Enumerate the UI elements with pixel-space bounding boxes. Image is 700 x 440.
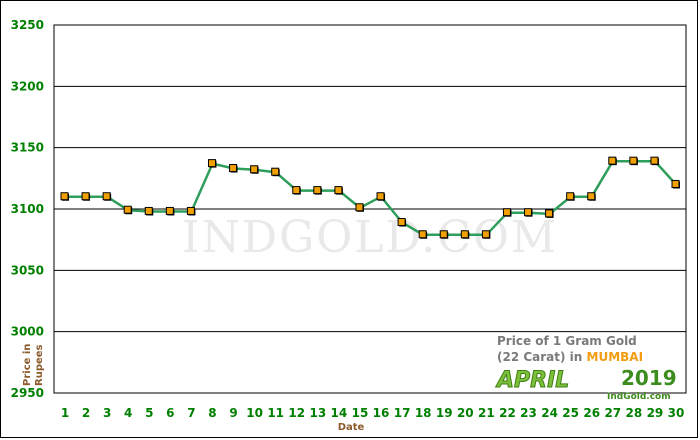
y-tick-label-3100: 3100 [11, 202, 44, 216]
data-point-29 [650, 156, 659, 165]
x-tick-label-2: 2 [82, 406, 90, 420]
data-point-18 [418, 230, 427, 239]
data-point-22 [502, 208, 511, 217]
caption-site: IndGold.com [607, 392, 671, 402]
data-point-16 [376, 192, 385, 201]
y-axis-label-line1: Price in [22, 344, 33, 386]
y-tick-label-3000: 3000 [11, 325, 44, 339]
data-point-7 [186, 206, 195, 215]
x-tick-label-12: 12 [288, 406, 305, 420]
x-tick-label-24: 24 [541, 406, 558, 420]
chart-caption: Price of 1 Gram Gold (22 Carat) in MUMBA… [495, 334, 677, 402]
x-tick-label-4: 4 [124, 406, 132, 420]
plot-border [53, 24, 687, 394]
x-tick-label-20: 20 [457, 406, 474, 420]
data-point-14 [334, 186, 343, 195]
y-axis-label-part2: Rupees [34, 344, 45, 386]
data-point-3 [102, 192, 111, 201]
x-tick-label-1: 1 [61, 406, 69, 420]
data-point-1 [60, 192, 69, 201]
caption-city: MUMBAI [587, 350, 644, 364]
data-point-17 [397, 217, 406, 226]
data-point-13 [313, 186, 322, 195]
y-tick-label-3200: 3200 [11, 79, 44, 93]
data-point-23 [524, 208, 533, 217]
data-point-19 [439, 230, 448, 239]
data-point-20 [460, 230, 469, 239]
x-tick-label-7: 7 [187, 406, 195, 420]
data-point-28 [629, 156, 638, 165]
data-point-5 [144, 206, 153, 215]
x-tick-label-6: 6 [166, 406, 174, 420]
data-point-30 [671, 179, 680, 188]
x-tick-label-9: 9 [229, 406, 237, 420]
y-tick-label-3150: 3150 [11, 141, 44, 155]
x-tick-label-15: 15 [352, 406, 369, 420]
data-point-8 [207, 159, 216, 168]
data-point-15 [355, 203, 364, 212]
x-tick-label-25: 25 [562, 406, 579, 420]
watermark: INDGOLD.COM [182, 212, 558, 263]
data-point-26 [587, 192, 596, 201]
data-point-12 [292, 186, 301, 195]
x-tick-label-11: 11 [267, 406, 284, 420]
x-tick-label-28: 28 [626, 406, 643, 420]
x-tick-label-29: 29 [647, 406, 664, 420]
y-axis-ticks: 2950 3000 3050 3100 3150 3200 3250 [11, 18, 44, 400]
data-point-4 [123, 205, 132, 214]
x-tick-label-5: 5 [145, 406, 153, 420]
data-point-10 [250, 165, 259, 174]
x-tick-label-30: 30 [668, 406, 685, 420]
data-point-11 [271, 167, 280, 176]
x-tick-label-21: 21 [478, 406, 495, 420]
x-tick-label-19: 19 [436, 406, 453, 420]
plot-area-border [53, 24, 687, 394]
caption-month: APRIL [495, 368, 569, 393]
price-markers [60, 156, 680, 239]
x-tick-label-18: 18 [415, 406, 432, 420]
x-tick-label-27: 27 [604, 406, 621, 420]
x-tick-label-23: 23 [520, 406, 537, 420]
x-tick-label-13: 13 [309, 406, 326, 420]
y-tick-label-3050: 3050 [11, 263, 44, 277]
x-tick-label-3: 3 [103, 406, 111, 420]
x-tick-label-8: 8 [208, 406, 216, 420]
x-tick-label-26: 26 [583, 406, 600, 420]
y-axis-label-line2: Rupees [34, 344, 45, 386]
x-tick-label-14: 14 [331, 406, 348, 420]
data-point-9 [229, 164, 238, 173]
data-point-21 [481, 230, 490, 239]
grid-lines [54, 85, 686, 333]
caption-line1: Price of 1 Gram Gold [497, 334, 637, 348]
data-point-27 [608, 156, 617, 165]
data-point-6 [165, 206, 174, 215]
data-point-2 [81, 192, 90, 201]
data-point-24 [545, 209, 554, 218]
x-tick-label-17: 17 [394, 406, 411, 420]
y-tick-label-2950: 2950 [11, 386, 44, 400]
x-tick-label-22: 22 [499, 406, 516, 420]
caption-line2: (22 Carat) in MUMBAI [497, 350, 643, 364]
y-axis-label-part1: Price in [22, 344, 33, 386]
x-tick-label-16: 16 [373, 406, 390, 420]
caption-year: 2019 [621, 366, 677, 390]
x-axis-label: Date [338, 422, 365, 433]
caption-line2-prefix: (22 Carat) in [497, 350, 587, 364]
y-tick-label-3250: 3250 [11, 18, 44, 32]
x-tick-label-10: 10 [246, 406, 263, 420]
x-axis-ticks: 1 2 3 4 5 6 7 8 9 10 11 12 13 14 15 16 17 18 19 20 21 22 23 24 2… [61, 406, 685, 420]
data-point-25 [566, 192, 575, 201]
